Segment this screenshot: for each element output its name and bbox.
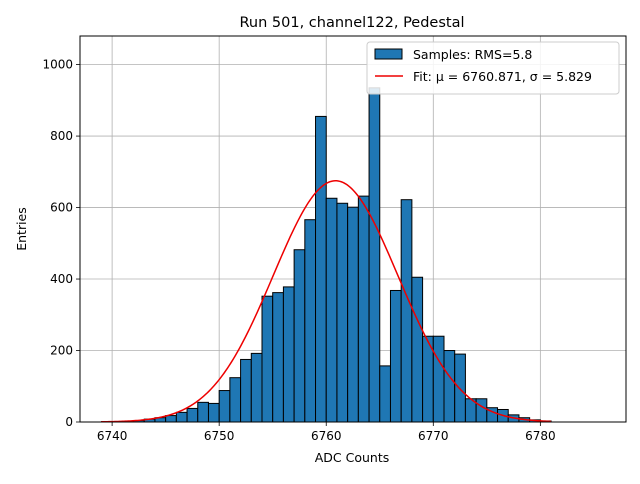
histogram-bar	[358, 196, 369, 422]
histogram-bar	[230, 378, 241, 422]
y-tick-label: 1000	[42, 58, 73, 72]
histogram-bar	[283, 287, 294, 422]
y-tick-label: 0	[65, 415, 73, 429]
histogram-bar	[412, 277, 423, 422]
y-tick-label: 600	[50, 201, 73, 215]
y-tick-label: 200	[50, 344, 73, 358]
histogram-bar	[241, 359, 252, 422]
histogram-bar	[219, 391, 230, 422]
x-tick-label: 6780	[525, 429, 556, 443]
legend: Samples: RMS=5.8 Fit: μ = 6760.871, σ = …	[367, 42, 619, 94]
histogram-bar	[273, 293, 284, 422]
histogram-bar	[198, 402, 209, 422]
histogram-bar	[251, 353, 262, 422]
x-tick-label: 6770	[418, 429, 449, 443]
x-tick-label: 6760	[311, 429, 342, 443]
histogram-bar	[176, 412, 187, 422]
x-tick-label: 6740	[97, 429, 128, 443]
y-tick-label: 400	[50, 272, 73, 286]
legend-swatch-histogram	[375, 49, 402, 59]
histogram-bar	[348, 207, 359, 422]
histogram-bar	[294, 250, 305, 422]
histogram-bar	[187, 408, 198, 422]
histogram-bar	[401, 200, 412, 422]
histogram-bar	[390, 290, 401, 422]
histogram-bars	[101, 88, 551, 422]
histogram-bar	[369, 88, 380, 422]
x-axis-label: ADC Counts	[315, 450, 390, 465]
y-axis-ticks: 0 200 400 600 800 1000	[42, 58, 80, 429]
y-tick-label: 800	[50, 129, 73, 143]
x-tick-label: 6750	[204, 429, 235, 443]
histogram-bar	[476, 399, 487, 422]
histogram-bar	[305, 220, 316, 422]
histogram-bar	[262, 296, 273, 422]
x-axis-ticks: 6740 6750 6760 6770 6780	[97, 422, 556, 443]
histogram-bar	[433, 336, 444, 422]
histogram-bar	[166, 416, 177, 422]
histogram-bar	[380, 366, 391, 422]
legend-label-fit: Fit: μ = 6760.871, σ = 5.829	[413, 69, 592, 84]
legend-label-histogram: Samples: RMS=5.8	[413, 47, 532, 62]
histogram-bar	[444, 351, 455, 422]
histogram-bar	[337, 203, 348, 422]
histogram-bar	[316, 116, 327, 422]
histogram-bar	[208, 403, 219, 422]
y-axis-label: Entries	[14, 207, 29, 251]
chart-title: Run 501, channel122, Pedestal	[239, 15, 464, 31]
histogram-bar	[326, 198, 337, 422]
